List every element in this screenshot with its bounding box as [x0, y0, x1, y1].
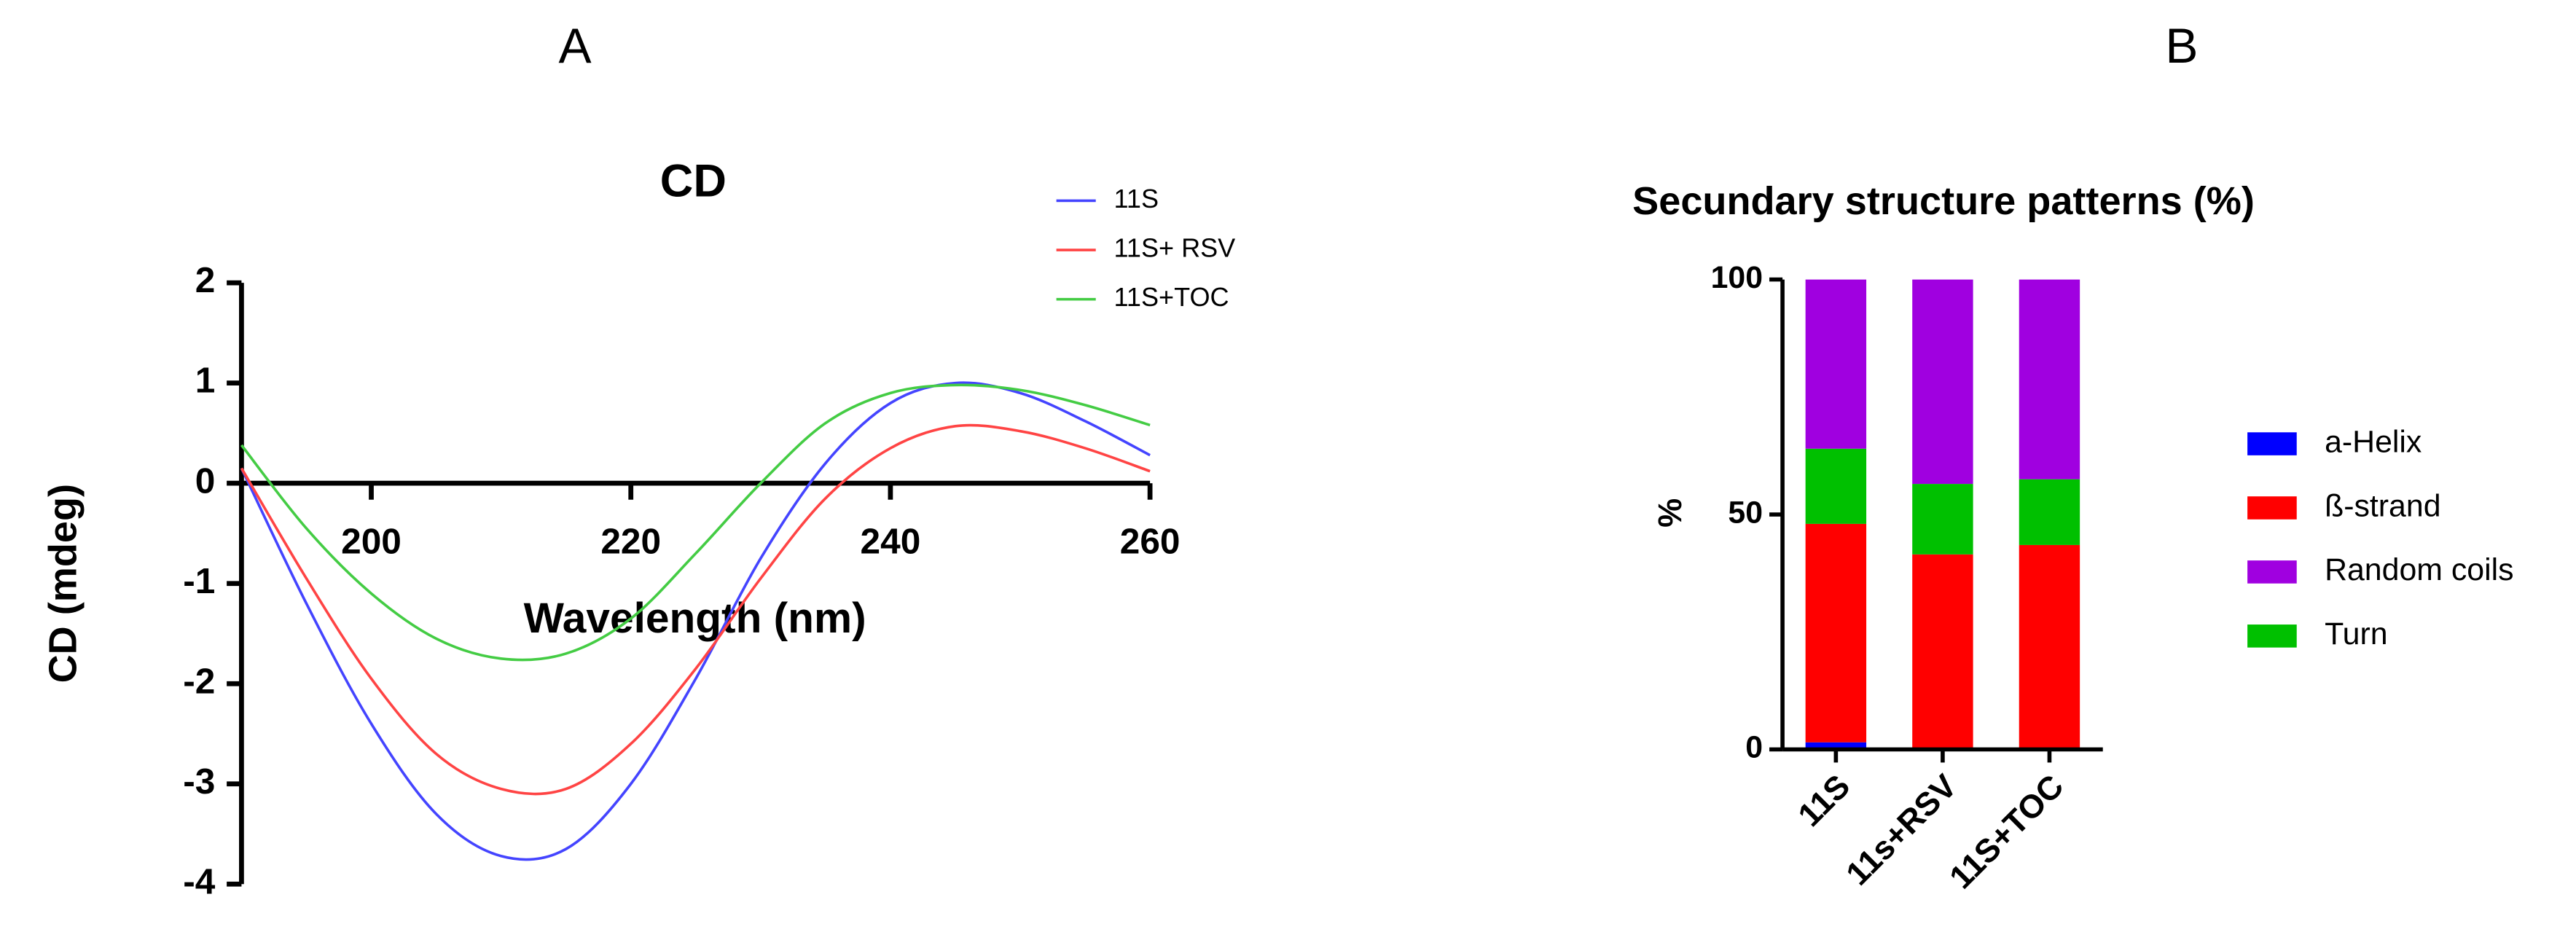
y-tick-label: 2	[195, 259, 216, 300]
bar-segment	[1805, 279, 1867, 449]
legend-label: a-Helix	[2325, 424, 2422, 459]
legend-label: ß-strand	[2325, 488, 2440, 523]
bar-segment	[2019, 544, 2080, 750]
bar-segment	[2019, 279, 2080, 479]
legend-swatch	[2247, 624, 2297, 648]
bar-segment	[2019, 479, 2080, 545]
x-tick-label: 220	[600, 521, 661, 562]
series-line	[240, 381, 1151, 861]
y-axis-label: %	[1651, 498, 1688, 528]
legend-swatch	[2247, 560, 2297, 584]
y-tick-label: -2	[183, 660, 215, 701]
panel-label: A	[559, 19, 592, 74]
legend-label: Random coils	[2325, 552, 2513, 587]
y-tick-label: 50	[1728, 495, 1763, 530]
legend-label: Turn	[2325, 616, 2387, 651]
bar-segment	[1912, 484, 1973, 555]
y-tick-label: -3	[183, 761, 215, 802]
bar-segment	[1805, 523, 1867, 743]
y-axis-label: CD (mdeg)	[41, 484, 85, 683]
x-axis-label: Wavelength (nm)	[524, 595, 866, 642]
x-tick-label: 240	[861, 521, 921, 562]
bar-segment	[1805, 448, 1867, 524]
legend-label: 11S	[1114, 184, 1159, 214]
chart-title: Secundary structure patterns (%)	[1632, 179, 2255, 223]
chart-title: CD	[660, 156, 727, 207]
y-tick-label: -1	[183, 560, 215, 601]
series-line	[240, 423, 1151, 796]
x-tick-label: 11S+TOC	[1942, 767, 2070, 896]
legend-swatch	[2247, 496, 2297, 520]
series-line	[240, 383, 1151, 662]
y-tick-label: 0	[1745, 730, 1763, 765]
panel-label: B	[2165, 19, 2198, 74]
legend-label: 11S+TOC	[1114, 282, 1229, 312]
x-tick-label: 11s+RSV	[1839, 767, 1964, 893]
bar-segment	[1912, 554, 1973, 750]
bar-segment	[1912, 279, 1973, 485]
x-tick-label: 11S	[1790, 767, 1857, 834]
x-tick-label: 200	[341, 521, 402, 562]
legend-swatch	[2247, 432, 2297, 455]
y-tick-label: 0	[195, 460, 216, 501]
x-tick-label: 260	[1120, 521, 1181, 562]
legend-label: 11S+ RSV	[1114, 233, 1236, 263]
bar-segment	[1805, 742, 1867, 750]
y-tick-label: -4	[183, 861, 216, 901]
y-tick-label: 100	[1711, 260, 1763, 295]
y-tick-label: 1	[195, 360, 216, 401]
